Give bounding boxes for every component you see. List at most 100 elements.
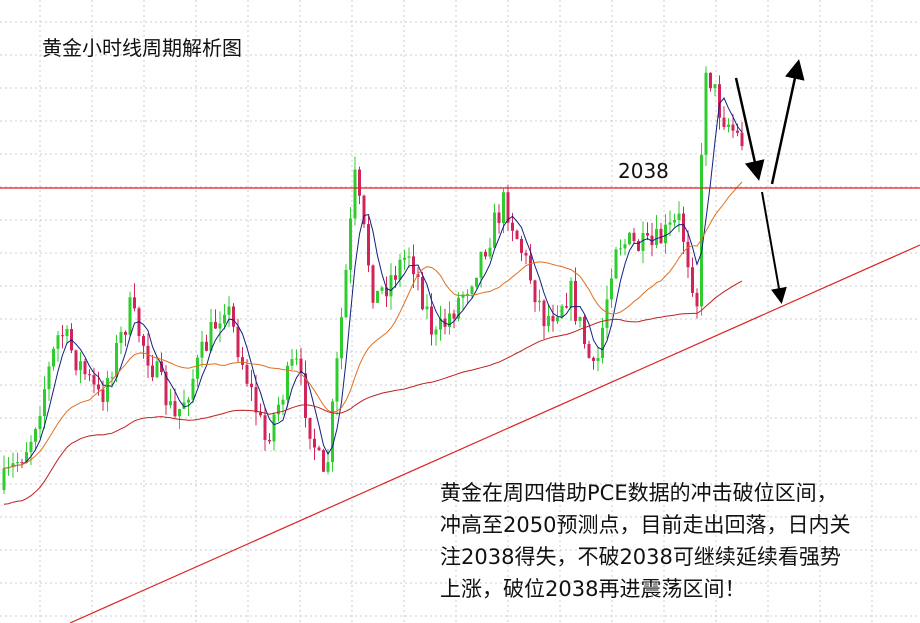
candle-body: [187, 399, 190, 403]
candle-body: [38, 416, 42, 430]
trend-line: [69, 244, 920, 623]
candle-body: [349, 218, 352, 270]
candle-body: [218, 323, 222, 329]
candle-body: [637, 241, 640, 251]
candle-body: [632, 232, 636, 242]
candle-body: [124, 331, 127, 335]
candle-body: [740, 132, 744, 147]
arrow-down-break: [761, 191, 787, 304]
candle-body: [88, 374, 91, 376]
candle-body: [551, 315, 555, 322]
candle-body: [79, 361, 82, 371]
annotation-line: 上涨，破位2038再进震荡区间！: [440, 577, 745, 601]
candle-body: [704, 72, 708, 155]
candle-body: [196, 357, 199, 379]
candle-body: [610, 278, 613, 300]
candle-body: [245, 364, 249, 384]
candle-body: [358, 169, 361, 196]
candle-body: [479, 251, 483, 278]
candle-body: [686, 241, 690, 268]
candle-body: [659, 228, 663, 244]
candle-body: [56, 335, 60, 349]
moving-averages: [3, 97, 743, 505]
candle-body: [430, 306, 433, 335]
candle-body: [650, 235, 654, 246]
candle-body: [83, 361, 87, 375]
candle-body: [502, 192, 505, 224]
candle-body: [641, 233, 645, 251]
candle-body: [596, 358, 600, 361]
candle-body: [542, 300, 546, 327]
candle-body: [655, 228, 658, 246]
arrow-down: [734, 77, 765, 181]
candle-body: [34, 429, 37, 442]
candle-body: [556, 317, 559, 322]
candle-body: [326, 462, 330, 472]
candle-body: [709, 72, 712, 89]
candle-body: [736, 130, 739, 133]
candle-body: [700, 154, 703, 307]
candle-body: [128, 297, 132, 335]
candle-body: [362, 195, 366, 225]
candle-body: [115, 343, 118, 378]
candle-body: [646, 233, 649, 236]
candle-body: [308, 417, 312, 439]
candle-body: [236, 326, 240, 358]
candle-body: [511, 222, 514, 231]
candle-body: [713, 84, 717, 89]
candle-body: [268, 439, 271, 442]
candle-body: [353, 169, 357, 219]
candle-body: [299, 358, 303, 374]
candle-body: [65, 329, 69, 337]
ma-medium: [3, 181, 743, 469]
candle-body: [380, 287, 384, 291]
candle-body: [142, 335, 145, 346]
candle-body: [209, 321, 213, 351]
candle-body: [92, 375, 96, 385]
candle-body: [74, 350, 78, 371]
candle-body: [731, 124, 735, 131]
candle-body: [376, 290, 379, 303]
candle-body: [164, 372, 168, 406]
candle-body: [466, 293, 469, 295]
candle-body: [673, 220, 676, 223]
candle-body: [727, 124, 730, 127]
candle-body: [151, 365, 154, 378]
candle-body: [718, 84, 721, 118]
candle-body: [205, 341, 208, 351]
candle-body: [461, 294, 465, 298]
candle-body: [272, 414, 276, 442]
arrow-up: [770, 59, 805, 185]
candle-body: [182, 402, 186, 409]
candle-body: [227, 306, 231, 315]
candle-body: [619, 248, 622, 250]
candle-body: [457, 297, 460, 319]
candle-body: [331, 401, 334, 463]
candle-body: [452, 313, 456, 319]
candle-body: [160, 361, 163, 373]
ma-long: [3, 280, 743, 505]
candle-body: [547, 315, 550, 327]
candle-body: [97, 384, 100, 390]
candle-body: [515, 230, 519, 239]
candle-body: [313, 438, 316, 448]
annotation-line: 冲高至2050预测点，目前走出回落，日内关: [440, 513, 850, 537]
candle-body: [25, 452, 28, 463]
candle-body: [605, 299, 609, 328]
annotation-line: 黄金在周四借助PCE数据的冲击破位区间，: [440, 481, 838, 505]
candle-body: [11, 463, 15, 468]
candle-body: [322, 450, 325, 472]
candle-body: [385, 287, 388, 297]
candle-body: [191, 378, 195, 400]
candle-body: [682, 213, 685, 242]
candle-body: [133, 297, 136, 309]
candle-body: [434, 329, 438, 335]
candle-body: [403, 257, 406, 260]
candle-body: [304, 373, 307, 418]
candle-body: [101, 389, 105, 402]
candle-body: [155, 361, 159, 378]
candle-body: [169, 401, 172, 406]
candle-body: [146, 345, 150, 366]
candle-body: [173, 401, 177, 417]
